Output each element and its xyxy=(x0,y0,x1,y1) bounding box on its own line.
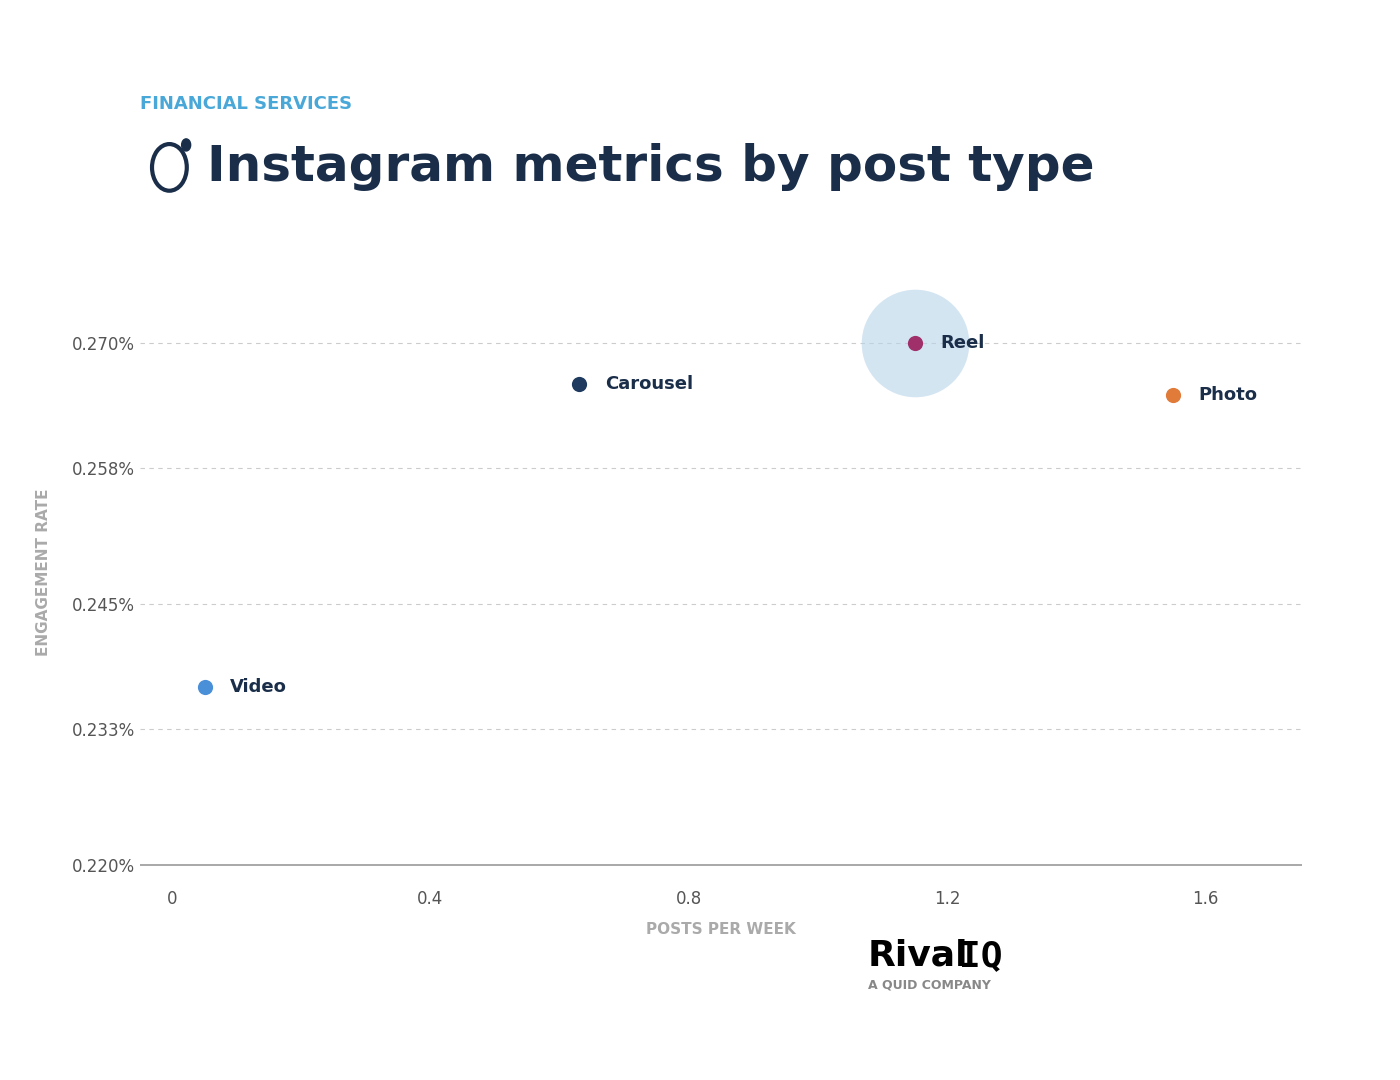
Point xyxy=(568,376,591,393)
Text: Photo: Photo xyxy=(1198,386,1257,404)
Text: Video: Video xyxy=(231,678,287,697)
Point xyxy=(903,334,925,351)
X-axis label: POSTS PER WEEK: POSTS PER WEEK xyxy=(647,922,795,937)
Y-axis label: ENGAGEMENT RATE: ENGAGEMENT RATE xyxy=(36,488,50,657)
Text: Carousel: Carousel xyxy=(605,376,693,393)
Circle shape xyxy=(182,139,190,151)
Text: Reel: Reel xyxy=(941,334,984,352)
Text: IQ: IQ xyxy=(959,939,1002,973)
Text: A QUID COMPANY: A QUID COMPANY xyxy=(868,978,991,991)
Text: FINANCIAL SERVICES: FINANCIAL SERVICES xyxy=(140,95,353,113)
Point xyxy=(1162,387,1184,404)
Text: Instagram metrics by post type: Instagram metrics by post type xyxy=(207,144,1095,191)
Point xyxy=(903,334,925,351)
Text: Rival: Rival xyxy=(868,939,969,973)
Point xyxy=(193,678,216,696)
